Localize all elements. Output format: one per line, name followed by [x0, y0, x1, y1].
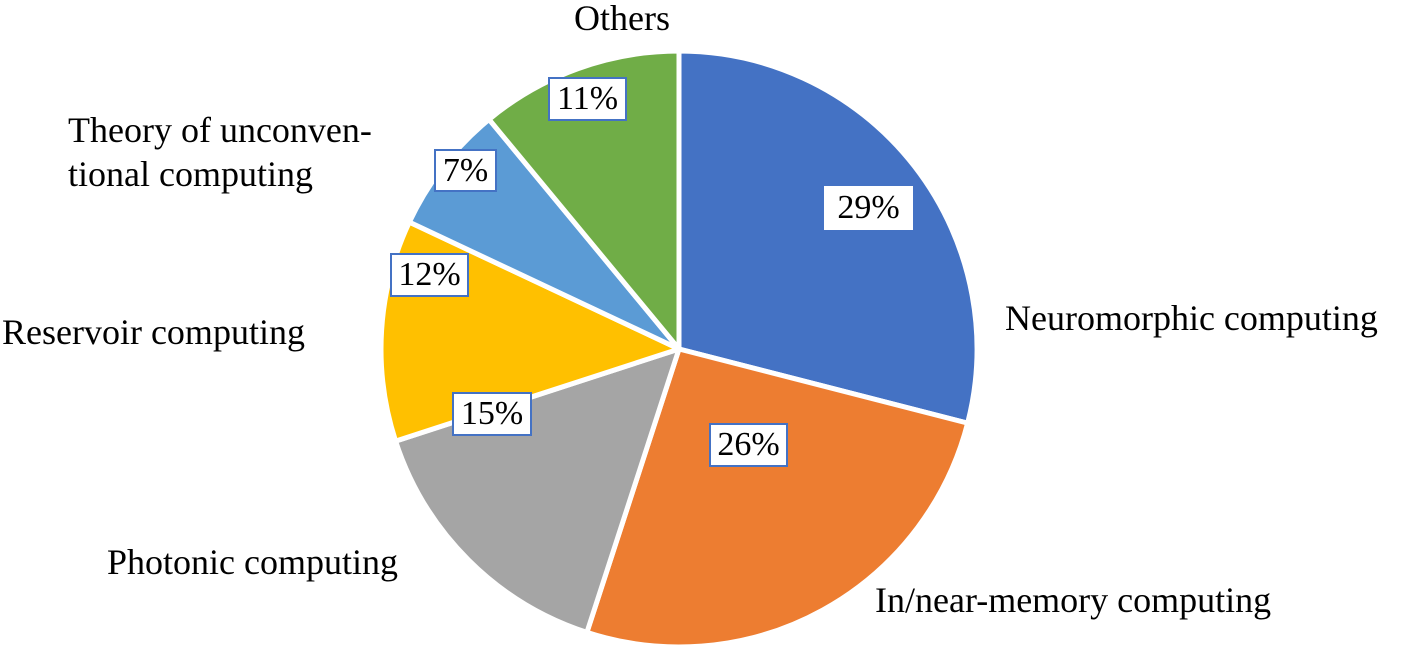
label-reservoir: Reservoir computing	[2, 312, 305, 352]
pie-slice-others	[486, 48, 682, 352]
label-theory: Theory of unconven- tional computing	[68, 108, 372, 196]
value-label-others: 11%	[548, 77, 627, 121]
label-theory-line1: Theory of unconven-	[68, 110, 372, 150]
label-others: Others	[574, 0, 670, 38]
value-label-reservoir: 12%	[390, 253, 469, 297]
pie-slice-neuromorphic-computing	[676, 48, 980, 426]
value-label-theory: 7%	[434, 149, 497, 192]
pie-slice-in-near-memory-computing	[584, 346, 971, 650]
label-inmemory: In/near-memory computing	[875, 580, 1272, 620]
value-label-inmemory: 26%	[709, 423, 788, 467]
value-label-neuromorphic: 29%	[824, 186, 913, 230]
label-photonic: Photonic computing	[107, 542, 398, 582]
value-label-photonic: 15%	[452, 392, 532, 436]
label-theory-line2: tional computing	[68, 154, 313, 194]
label-neuromorphic: Neuromorphic computing	[1005, 298, 1378, 338]
